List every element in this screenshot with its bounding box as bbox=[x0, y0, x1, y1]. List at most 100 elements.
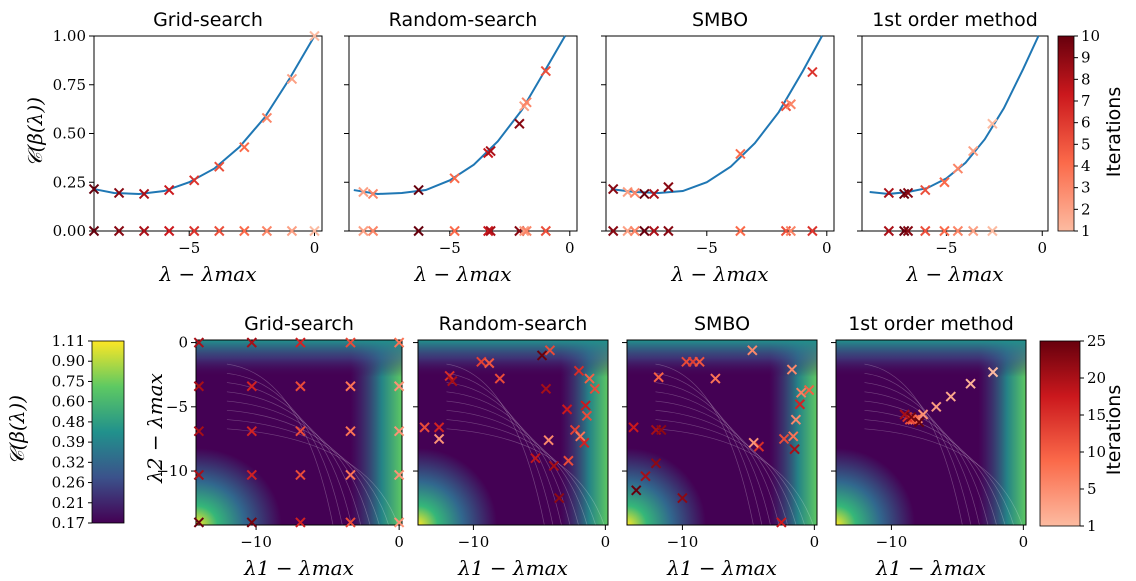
eval-point bbox=[367, 188, 379, 200]
eval-point bbox=[189, 175, 200, 186]
x-tick-label: −10 bbox=[667, 533, 699, 551]
eval-point bbox=[748, 437, 759, 448]
cbar-tick-label: 10 bbox=[1081, 27, 1100, 45]
eval-point bbox=[485, 145, 496, 157]
contour-line bbox=[864, 363, 963, 526]
eval-point bbox=[790, 414, 802, 425]
heatmap-top-band bbox=[418, 340, 608, 525]
eval-point bbox=[113, 187, 125, 199]
eval-point-baseline bbox=[261, 225, 273, 237]
eval-point-baseline bbox=[648, 225, 660, 237]
eval-point bbox=[246, 337, 257, 348]
axes-frame bbox=[861, 35, 1049, 232]
x-tick-label: 0 bbox=[1037, 239, 1047, 257]
eval-point bbox=[246, 381, 257, 392]
subplot-title: Random-search bbox=[439, 313, 588, 335]
eval-point bbox=[629, 187, 641, 199]
eval-point-baseline bbox=[449, 225, 460, 237]
eval-point bbox=[286, 73, 298, 85]
eval-point bbox=[345, 337, 356, 348]
y-tick-label: 0.75 bbox=[53, 76, 86, 94]
cbar-tick-label: 0.26 bbox=[52, 474, 85, 492]
eval-point bbox=[358, 186, 369, 198]
subplot-title: SMBO bbox=[692, 9, 748, 31]
eval-point bbox=[494, 373, 506, 384]
eval-point bbox=[163, 184, 175, 196]
ylabel-top: 𝒞(β(λ)) bbox=[23, 97, 47, 167]
eval-point bbox=[753, 441, 765, 452]
cbar-bottom-label: Iterations bbox=[1103, 385, 1125, 476]
y-tick-label: −10 bbox=[156, 462, 188, 480]
eval-point-baseline bbox=[968, 225, 979, 237]
x-axis-label: λ − λmax bbox=[159, 262, 257, 286]
x-tick-label: −5 bbox=[935, 239, 957, 257]
eval-point bbox=[656, 424, 667, 436]
colorbar-iterations-bottom bbox=[1039, 340, 1081, 527]
cbar-tick-label: 0.48 bbox=[52, 413, 85, 431]
eval-point bbox=[295, 517, 306, 528]
subplot-title: Grid-search bbox=[244, 313, 354, 335]
contour-line bbox=[864, 391, 989, 526]
contour-line bbox=[655, 372, 763, 526]
x-tick-label: 0 bbox=[394, 533, 404, 551]
contour-line bbox=[226, 363, 334, 526]
eval-point-baseline bbox=[898, 225, 910, 237]
eval-point bbox=[484, 357, 495, 369]
cbar-tick-label: 8 bbox=[1081, 70, 1091, 88]
cbar-tick-label: 10 bbox=[1087, 443, 1106, 461]
subplot-title: SMBO bbox=[694, 313, 750, 335]
contour-line bbox=[864, 400, 997, 526]
objective-curve bbox=[93, 35, 316, 195]
contour-line bbox=[226, 382, 352, 526]
y-tick-label: 1.00 bbox=[53, 27, 86, 45]
eval-point bbox=[573, 365, 585, 377]
eval-point bbox=[589, 383, 601, 395]
eval-point bbox=[246, 426, 257, 437]
eval-point bbox=[193, 337, 205, 348]
eval-point-baseline bbox=[358, 225, 369, 237]
eval-point-baseline bbox=[952, 225, 964, 237]
eval-point bbox=[965, 378, 976, 389]
eval-point-baseline bbox=[629, 225, 641, 237]
eval-point bbox=[193, 469, 205, 481]
eval-point-baseline bbox=[163, 225, 175, 237]
cbar-tick-label: 9 bbox=[1081, 49, 1091, 67]
contour-line bbox=[446, 400, 579, 526]
eval-point bbox=[945, 391, 956, 402]
contour-line bbox=[226, 391, 362, 526]
eval-point-baseline bbox=[214, 225, 225, 237]
x-tick-label: 0 bbox=[565, 239, 575, 257]
eval-point bbox=[640, 470, 651, 482]
x-tick-label: −5 bbox=[439, 239, 461, 257]
eval-point bbox=[663, 181, 674, 193]
cbar-tick-label: 4 bbox=[1081, 157, 1091, 175]
eval-point bbox=[193, 426, 205, 437]
eval-point bbox=[295, 381, 306, 392]
cbar-tick-label: 0.39 bbox=[52, 433, 85, 451]
eval-point bbox=[295, 469, 306, 481]
axes-frame bbox=[417, 339, 609, 526]
cbar-tick-label: 20 bbox=[1087, 369, 1106, 387]
x-axis-label: λ − λmax bbox=[414, 262, 512, 286]
axes-frame bbox=[605, 35, 835, 232]
axes-frame bbox=[348, 35, 578, 232]
eval-point bbox=[413, 184, 424, 196]
eval-point bbox=[345, 381, 356, 392]
x-tick-label: 0 bbox=[1019, 533, 1029, 551]
eval-point bbox=[735, 148, 746, 160]
eval-point-baseline bbox=[413, 225, 424, 237]
eval-point bbox=[710, 373, 721, 384]
x-axis-label: λ1 − λmax bbox=[243, 556, 354, 580]
eval-point bbox=[776, 517, 787, 528]
eval-point bbox=[631, 485, 642, 496]
cbar-tick-label: 5 bbox=[1081, 135, 1091, 153]
x-axis-label: λ1 − λmax bbox=[666, 556, 777, 580]
eval-point bbox=[345, 426, 356, 437]
eval-point-baseline bbox=[883, 225, 895, 237]
colorbar-iterations-top bbox=[1057, 35, 1075, 232]
eval-point bbox=[393, 381, 405, 392]
eval-point bbox=[393, 337, 405, 348]
eval-point bbox=[563, 455, 574, 466]
eval-point bbox=[393, 517, 405, 528]
x-axis-label: λ − λmax bbox=[671, 262, 769, 286]
